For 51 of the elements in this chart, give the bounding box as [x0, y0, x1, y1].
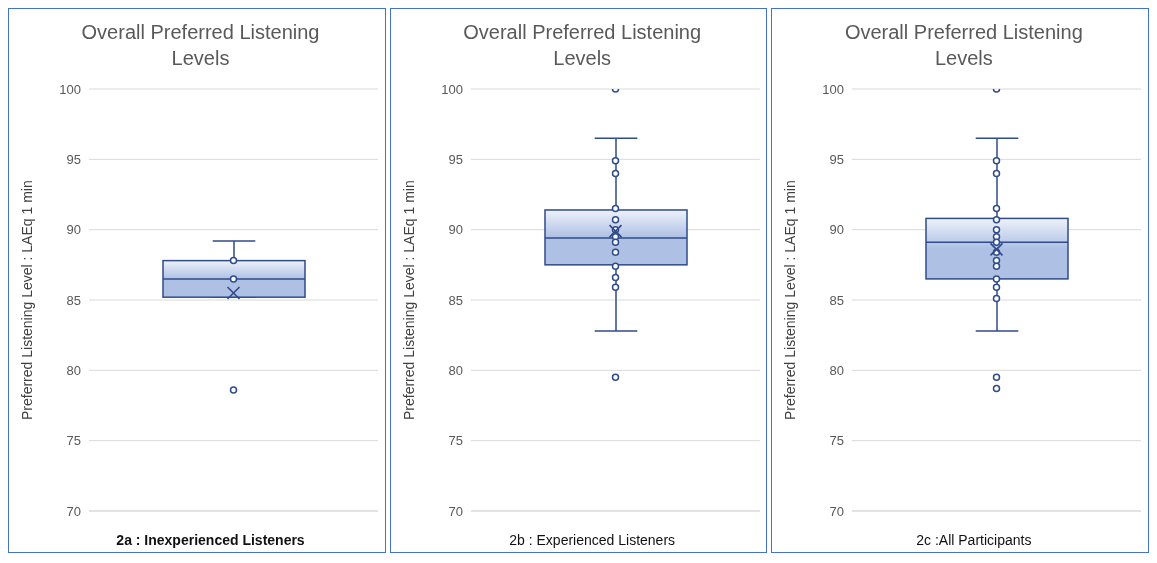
y-tick-label: 100	[822, 81, 845, 97]
y-tick-label: 95	[448, 151, 463, 167]
chart-title: Overall Preferred Listening Levels	[462, 20, 703, 71]
x-axis-title: 2a : Inexperienced Listeners	[115, 532, 306, 548]
y-tick-label: 70	[448, 503, 463, 519]
y-axis-title: Preferred Listening Level : LAEq 1 min	[782, 180, 799, 420]
y-tick-label: 70	[829, 503, 845, 519]
y-tick-label: 75	[66, 433, 81, 449]
y-axis-title: Preferred Listening Level : LAEq 1 min	[18, 180, 35, 420]
y-tick-label: 95	[66, 151, 81, 167]
point	[611, 273, 619, 282]
y-tick-label: 70	[66, 503, 81, 519]
chart-title: Overall Preferred Listening Levels	[843, 20, 1084, 71]
point	[611, 204, 619, 213]
point	[993, 275, 1001, 283]
point	[611, 262, 619, 270]
point	[611, 238, 619, 247]
point	[611, 169, 619, 178]
x-axis-title: 2b : Experienced Listeners	[508, 532, 677, 548]
point	[993, 256, 1001, 265]
point	[611, 283, 619, 292]
y-axis-title: Preferred Listening Level : LAEq 1 min	[400, 180, 417, 420]
y-tick-label: 95	[829, 151, 845, 167]
y-tick-label: 80	[448, 362, 463, 378]
point	[993, 216, 1001, 224]
y-tick-label: 100	[440, 81, 463, 97]
point	[993, 283, 1001, 292]
y-tick-label: 85	[829, 292, 845, 308]
y-tick-label: 90	[66, 222, 81, 238]
y-tick-label: 75	[448, 433, 463, 449]
point	[993, 262, 1001, 270]
point	[611, 216, 619, 224]
y-tick-label: 90	[829, 222, 845, 238]
point	[993, 169, 1001, 178]
point	[993, 204, 1001, 213]
point	[993, 238, 1001, 247]
y-tick-label: 80	[66, 362, 81, 378]
point	[993, 294, 1001, 303]
y-tick-label: 90	[448, 222, 463, 238]
y-tick-label: 100	[59, 81, 81, 97]
y-tick-label: 85	[448, 292, 463, 308]
point	[993, 225, 1001, 234]
y-tick-label: 80	[829, 362, 845, 378]
x-axis-title: 2c :All Participants	[915, 532, 1033, 548]
y-tick-label: 85	[66, 292, 81, 308]
point	[993, 156, 1001, 165]
point	[993, 232, 1001, 241]
point	[611, 156, 619, 165]
chart-title: Overall Preferred Listening Levels	[80, 20, 321, 71]
y-tick-label: 75	[829, 433, 845, 449]
point	[611, 248, 619, 256]
